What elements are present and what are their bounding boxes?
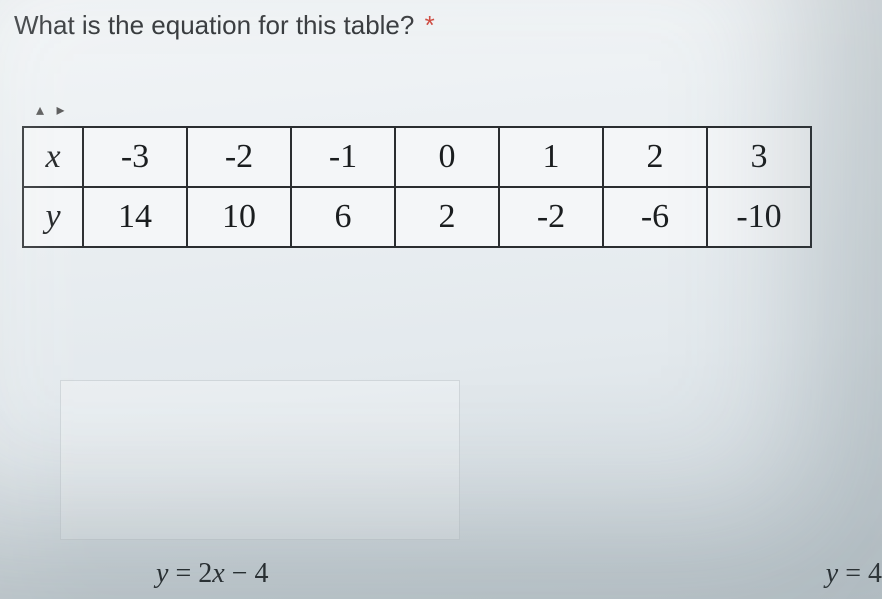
row-header-x: x [23, 127, 83, 187]
eq-equals: = [168, 558, 198, 589]
question-label: What is the equation for this table? [14, 10, 414, 40]
table-cell: -2 [499, 187, 603, 247]
table-cell: 2 [395, 187, 499, 247]
row-header-y: y [23, 187, 83, 247]
eq-coef: 2 [198, 558, 212, 589]
eq-x: x [212, 558, 224, 589]
image-zoom-dots: ▴ ▸ [36, 100, 69, 120]
xy-table: x -3 -2 -1 0 1 2 3 y 14 10 6 2 -2 -6 -10 [22, 126, 812, 248]
table-cell: -6 [603, 187, 707, 247]
table-cell: -10 [707, 187, 811, 247]
table-row: y 14 10 6 2 -2 -6 -10 [23, 187, 811, 247]
worksheet-page: What is the equation for this table? * ▴… [0, 0, 882, 599]
table-cell: -3 [83, 127, 187, 187]
answer-option-tile[interactable] [60, 380, 460, 540]
answer-option-b[interactable]: y = 4 [826, 558, 882, 590]
table-cell: 1 [499, 127, 603, 187]
eq-tail: − 4 [225, 558, 269, 589]
eq-var: y [156, 558, 168, 589]
table-cell: 2 [603, 127, 707, 187]
table-cell: 0 [395, 127, 499, 187]
table-cell: 14 [83, 187, 187, 247]
question-text: What is the equation for this table? * [14, 10, 435, 41]
table-cell: 6 [291, 187, 395, 247]
table-cell: -2 [187, 127, 291, 187]
eq-coef: 4 [868, 558, 882, 589]
table-cell: 3 [707, 127, 811, 187]
table-cell: 10 [187, 187, 291, 247]
table-row: x -3 -2 -1 0 1 2 3 [23, 127, 811, 187]
eq-equals: = [838, 558, 868, 589]
required-asterisk: * [425, 10, 435, 40]
table-cell: -1 [291, 127, 395, 187]
answer-option-a[interactable]: y = 2x − 4 [156, 558, 268, 590]
eq-var: y [826, 558, 838, 589]
